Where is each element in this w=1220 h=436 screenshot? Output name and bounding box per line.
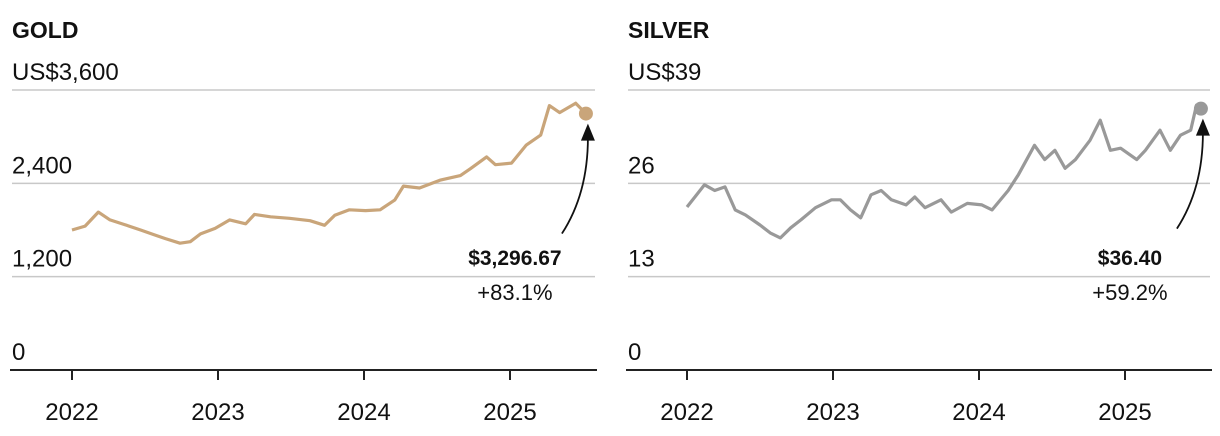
y-tick-label: 2,400 xyxy=(12,152,72,179)
x-tick-label: 2024 xyxy=(952,399,1005,426)
y-tick-label: US$39 xyxy=(628,59,701,86)
annotation-value: $3,296.67 xyxy=(468,247,561,270)
y-tick-label: 26 xyxy=(628,152,655,179)
annotation-value: $36.40 xyxy=(1098,247,1162,270)
annotation-change: +83.1% xyxy=(477,280,552,305)
x-tick-label: 2022 xyxy=(660,399,713,426)
y-tick-label: 0 xyxy=(12,339,25,366)
x-tick-label: 2025 xyxy=(1098,399,1151,426)
annotation-arrow xyxy=(561,137,589,235)
x-tick-label: 2025 xyxy=(483,399,536,426)
y-tick-label: 0 xyxy=(628,339,641,366)
y-tick-label: US$3,600 xyxy=(12,59,119,86)
annotation-change: +59.2% xyxy=(1092,280,1167,305)
gold-chart: GOLD US$3,600 2,400 1,200 0 2022 2023 2024 2025 $… xyxy=(10,17,597,426)
series-line-gold xyxy=(71,101,588,245)
last-value-dot xyxy=(578,106,593,121)
annotation-arrow xyxy=(1176,132,1204,230)
silver-chart: SILVER US$39 26 13 0 2022 2023 2024 2025 $36.40 +5… xyxy=(626,17,1212,426)
series-line-silver xyxy=(685,103,1202,240)
chart-title: GOLD xyxy=(12,17,78,43)
chart-title: SILVER xyxy=(628,17,710,43)
x-tick-label: 2023 xyxy=(806,399,859,426)
last-value-dot xyxy=(1193,101,1208,116)
x-tick-label: 2023 xyxy=(191,399,244,426)
x-tick-label: 2022 xyxy=(45,399,98,426)
arrowhead-icon xyxy=(1195,118,1210,136)
y-tick-label: 1,200 xyxy=(12,246,72,273)
arrowhead-icon xyxy=(580,123,595,141)
y-tick-label: 13 xyxy=(628,246,655,273)
x-tick-label: 2024 xyxy=(337,399,390,426)
